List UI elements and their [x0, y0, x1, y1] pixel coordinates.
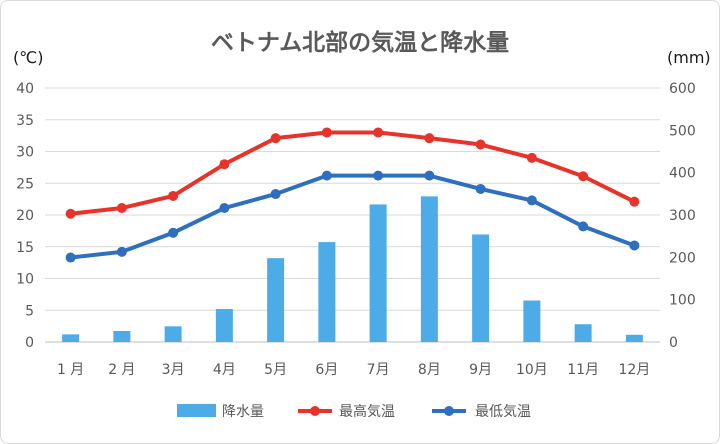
- temperature-point: [526, 152, 537, 163]
- precipitation-bar: [113, 330, 131, 342]
- legend-label: 降水量: [222, 404, 264, 420]
- precipitation-bar: [369, 204, 387, 342]
- temperature-point: [321, 170, 332, 181]
- temperature-point: [219, 159, 230, 170]
- temperature-point: [65, 208, 76, 219]
- right-tick-label: 0: [669, 335, 678, 351]
- right-tick-label: 600: [669, 81, 696, 97]
- x-tick-label: 5月: [264, 362, 287, 378]
- chart-title: ベトナム北部の気温と降水量: [211, 29, 509, 56]
- legend-label: 最低気温: [475, 404, 531, 420]
- precipitation-bar: [574, 324, 592, 342]
- temperature-point: [475, 139, 486, 150]
- temperature-point: [270, 133, 281, 144]
- temperature-line: [68, 130, 637, 216]
- left-tick-label: 30: [16, 145, 34, 161]
- temperature-point: [629, 196, 640, 207]
- right-tick-label: 400: [669, 166, 696, 182]
- left-tick-label: 25: [16, 176, 34, 192]
- legend: 降水量 最高気温 最低気温: [177, 403, 531, 420]
- x-tick-label: 11月: [567, 362, 599, 378]
- temperature-point: [475, 183, 486, 194]
- legend-swatch-bar: [177, 404, 216, 417]
- left-tick-label: 15: [16, 240, 34, 256]
- temperature-point: [219, 203, 230, 214]
- temperature-point: [270, 189, 281, 200]
- temperature-point: [629, 240, 640, 251]
- precipitation-bar: [625, 334, 643, 342]
- precipitation-bar: [164, 326, 182, 342]
- x-tick-label: 3月: [162, 362, 185, 378]
- precipitation-bar: [62, 334, 80, 342]
- right-tick-label: 200: [669, 250, 696, 266]
- left-tick-label: 35: [16, 113, 34, 129]
- gridlines: [45, 87, 660, 343]
- x-axis-ticks: 1 月 2 月 3月 4月 5月 6月 7月 8月 9月 10月 11月 12月: [57, 362, 650, 378]
- temperature-point: [373, 127, 384, 138]
- left-tick-label: 10: [16, 272, 34, 288]
- x-tick-label: 1 月: [57, 362, 84, 378]
- x-tick-label: 2 月: [108, 362, 135, 378]
- precipitation-bars: [62, 196, 643, 342]
- right-tick-label: 100: [669, 293, 696, 309]
- temperature-point: [373, 170, 384, 181]
- precipitation-bar: [472, 234, 490, 342]
- temperature-line: [68, 173, 637, 260]
- x-tick-label: 6月: [315, 362, 338, 378]
- right-tick-label: 500: [669, 123, 696, 139]
- x-tick-label: 8月: [418, 362, 441, 378]
- temperature-point: [578, 171, 589, 182]
- precipitation-bar: [523, 300, 541, 342]
- precipitation-bar: [267, 258, 285, 342]
- x-tick-label: 9月: [469, 362, 492, 378]
- temperature-point: [424, 133, 435, 144]
- temperature-point: [526, 195, 537, 206]
- precipitation-bar: [215, 308, 233, 342]
- x-tick-label: 12月: [618, 362, 650, 378]
- x-tick-label: 4月: [213, 362, 236, 378]
- temperature-point: [321, 127, 332, 138]
- temperature-point: [116, 246, 127, 257]
- right-axis-ticks: 0 100 200 300 400 500 600: [669, 81, 696, 351]
- temperature-point: [168, 227, 179, 238]
- legend-label: 最高気温: [339, 403, 395, 420]
- left-tick-label: 5: [25, 303, 34, 319]
- temperature-lines: [65, 127, 640, 263]
- temperature-point: [424, 170, 435, 181]
- left-axis-ticks: 0 5 10 15 20 25 30 35 40: [16, 81, 34, 351]
- precipitation-bar: [420, 196, 438, 342]
- right-tick-label: 300: [669, 208, 696, 224]
- right-axis-unit: (mm): [667, 48, 711, 67]
- temperature-point: [65, 252, 76, 263]
- temperature-point: [578, 221, 589, 232]
- left-tick-label: 0: [25, 335, 34, 351]
- temperature-point: [116, 203, 127, 214]
- precipitation-bar: [318, 242, 336, 342]
- left-axis-unit: (℃): [13, 48, 43, 67]
- x-tick-label: 10月: [516, 362, 548, 378]
- legend-swatch-marker: [310, 406, 320, 416]
- temperature-point: [168, 190, 179, 201]
- left-tick-label: 20: [16, 208, 34, 224]
- x-tick-label: 7月: [367, 362, 390, 378]
- legend-swatch-marker: [444, 406, 454, 416]
- left-tick-label: 40: [16, 81, 34, 97]
